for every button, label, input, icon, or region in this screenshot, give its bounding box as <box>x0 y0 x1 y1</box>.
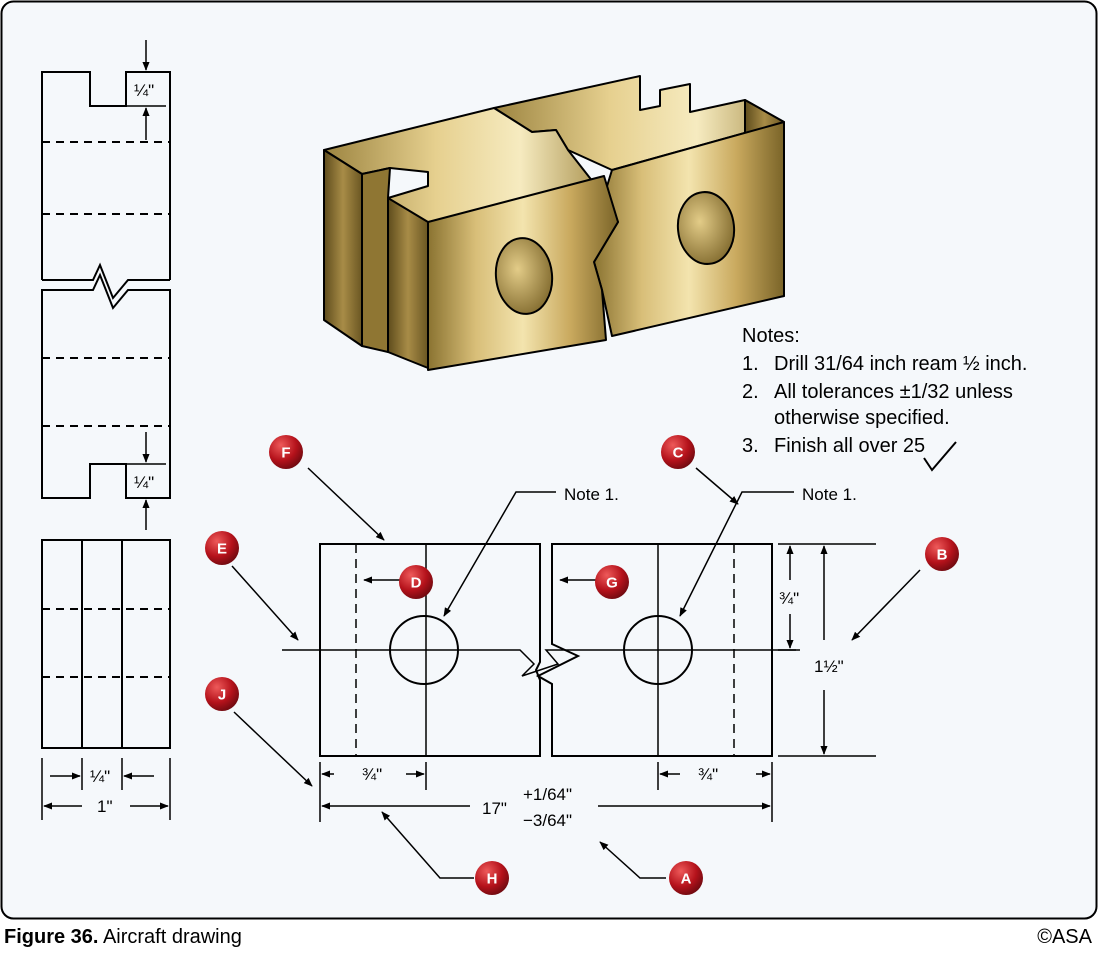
dim-front-vertical-half: ¾" <box>779 589 799 608</box>
svg-text:F: F <box>281 445 290 462</box>
end-view <box>41 539 171 820</box>
callout-C: C <box>661 435 695 469</box>
dim-side-top-slot: ¼" <box>134 81 154 100</box>
right-hole-view <box>623 615 693 685</box>
callout-H: H <box>475 861 509 895</box>
figure-number: Figure 36. <box>4 926 99 948</box>
drawing-panel <box>0 0 1098 920</box>
callout-B: B <box>925 537 959 571</box>
figure-caption: Figure 36. Aircraft drawing <box>4 926 242 949</box>
callout-A: A <box>669 861 703 895</box>
leader-note-left: Note 1. <box>564 485 619 504</box>
callout-arrows <box>231 467 921 879</box>
svg-text:B: B <box>937 547 948 564</box>
callout-F: F <box>269 435 303 469</box>
copyright-notice: ©ASA <box>1037 926 1092 948</box>
note-2-text-cont: otherwise specified. <box>774 407 950 429</box>
callout-J: J <box>205 677 239 711</box>
right-hole <box>676 191 736 265</box>
note-3-number: 3. <box>742 435 759 457</box>
leader-line-left <box>443 491 556 617</box>
note-3-text: Finish all over 25 <box>774 435 925 457</box>
svg-text:J: J <box>218 687 226 704</box>
dim-front-right-hole: ¾" <box>698 765 718 784</box>
isometric-view <box>323 75 785 371</box>
callout-E: E <box>205 531 239 565</box>
svg-text:G: G <box>606 575 618 592</box>
callout-G: G <box>595 565 629 599</box>
side-view <box>41 40 171 530</box>
left-hole <box>494 237 554 315</box>
finish-symbol <box>923 441 957 472</box>
dim-tolerance-minus: −3/64" <box>523 811 572 830</box>
svg-text:D: D <box>411 575 422 592</box>
notes-heading: Notes: <box>742 325 800 347</box>
dim-overall-length: 17" <box>482 799 507 818</box>
note-2-text: All tolerances ±1/32 unless <box>774 381 1013 403</box>
left-hole-view <box>389 615 459 685</box>
front-view <box>282 543 876 822</box>
dim-end-outer: 1" <box>97 797 113 816</box>
notes-block: Notes: 1. Drill 31/64 inch ream ½ inch. … <box>742 325 1027 472</box>
svg-text:A: A <box>681 871 692 888</box>
figure-title: Aircraft drawing <box>102 926 242 948</box>
dim-end-inner: ¼" <box>90 767 110 786</box>
note-2-number: 2. <box>742 381 759 403</box>
dim-side-bottom-slot: ¼" <box>134 473 154 492</box>
leader-note-right: Note 1. <box>802 485 857 504</box>
dim-front-height: 1½" <box>814 657 844 676</box>
drawing-canvas: ¼" ¼" ¼" 1" Notes <box>0 0 1098 920</box>
note-1-number: 1. <box>742 353 759 375</box>
note-1-text: Drill 31/64 inch ream ½ inch. <box>774 353 1027 375</box>
svg-text:E: E <box>217 541 227 558</box>
svg-text:H: H <box>487 871 498 888</box>
callout-D: D <box>399 565 433 599</box>
svg-text:C: C <box>673 445 684 462</box>
leader-line-right <box>679 491 794 617</box>
dim-tolerance-plus: +1/64" <box>523 785 572 804</box>
dim-front-left-hole: ¾" <box>362 765 382 784</box>
